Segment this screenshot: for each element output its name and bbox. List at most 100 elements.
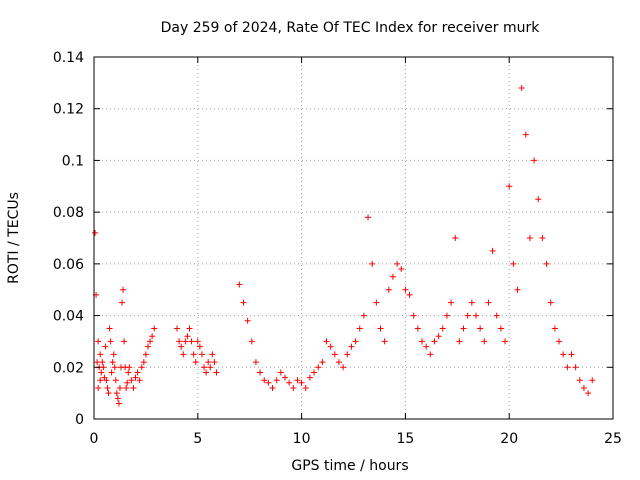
data-point [576, 377, 583, 384]
data-point [514, 286, 521, 293]
data-point [104, 384, 111, 391]
data-point [568, 351, 575, 358]
grid-lines [94, 57, 613, 419]
data-point [128, 377, 135, 384]
data-point [352, 338, 359, 345]
data-point [564, 364, 571, 371]
data-point [182, 338, 189, 345]
data-point [103, 377, 110, 384]
y-tick-labels: 0 0.02 0.04 0.06 0.08 0.1 0.12 0.14 [53, 50, 84, 428]
data-point [269, 384, 276, 391]
data-point [174, 325, 181, 332]
data-point [423, 343, 430, 350]
data-point [281, 374, 288, 381]
data-point [211, 359, 218, 366]
plot-frame [93, 56, 614, 420]
data-point [414, 325, 421, 332]
data-point [142, 351, 149, 358]
data-point [518, 85, 525, 92]
data-point [201, 364, 208, 371]
data-point [489, 247, 496, 254]
data-point [198, 351, 205, 358]
data-point [389, 273, 396, 280]
data-point [112, 377, 119, 384]
data-point [97, 351, 104, 358]
axis-ticks [93, 56, 614, 420]
data-point [369, 260, 376, 267]
data-point [124, 379, 131, 386]
data-point [373, 299, 380, 306]
data-point [248, 338, 255, 345]
data-point [585, 390, 592, 397]
data-point [244, 317, 251, 324]
data-point [406, 291, 413, 298]
data-point [502, 338, 509, 345]
data-point [319, 359, 326, 366]
data-point [176, 338, 183, 345]
data-point [315, 364, 322, 371]
data-point [431, 338, 438, 345]
data-point [190, 351, 197, 358]
data-point [94, 359, 101, 366]
data-point [560, 351, 567, 358]
data-point [194, 338, 201, 345]
data-point [240, 299, 247, 306]
data-point [572, 364, 579, 371]
data-point [144, 343, 151, 350]
data-point [506, 183, 513, 190]
data-point [510, 260, 517, 267]
x-tick-labels: 0 5 10 15 20 25 [90, 431, 622, 447]
data-point [273, 377, 280, 384]
data-point [493, 312, 500, 319]
x-tick-label: 20 [500, 431, 518, 447]
data-point [385, 286, 392, 293]
data-point [115, 400, 122, 407]
data-point [207, 364, 214, 371]
data-point [100, 364, 107, 371]
data-point [120, 286, 127, 293]
data-point [203, 369, 210, 376]
data-point [439, 325, 446, 332]
x-tick-label: 15 [396, 431, 414, 447]
data-point [302, 384, 309, 391]
data-point [485, 299, 492, 306]
data-point [443, 312, 450, 319]
data-point [265, 379, 272, 386]
data-point [547, 299, 554, 306]
data-point [188, 338, 195, 345]
data-point [102, 343, 109, 350]
data-point [365, 214, 372, 221]
data-point [531, 157, 538, 164]
data-point [481, 338, 488, 345]
data-point [298, 379, 305, 386]
data-point [398, 266, 405, 273]
data-point [335, 359, 342, 366]
data-point [522, 131, 529, 138]
data-point [98, 369, 105, 376]
y-tick-label: 0.06 [53, 257, 84, 273]
data-point [92, 229, 99, 236]
x-tick-label: 5 [193, 431, 202, 447]
y-tick-label: 0.02 [53, 360, 84, 376]
data-point [290, 384, 297, 391]
data-point [261, 377, 268, 384]
data-point [180, 351, 187, 358]
data-point [419, 338, 426, 345]
y-tick-label: 0.12 [53, 102, 84, 118]
data-point [356, 325, 363, 332]
data-point [213, 369, 220, 376]
data-point [110, 351, 117, 358]
x-axis-label: GPS time / hours [291, 458, 408, 474]
chart-title: Day 259 of 2024, Rate Of TEC Index for r… [161, 20, 541, 36]
data-point [125, 369, 132, 376]
data-point [543, 260, 550, 267]
data-point [192, 359, 199, 366]
data-point [377, 325, 384, 332]
data-point [186, 325, 193, 332]
data-point [116, 384, 123, 391]
data-point [452, 235, 459, 241]
y-tick-label: 0.08 [53, 205, 84, 221]
data-point [497, 325, 504, 332]
data-point [196, 343, 203, 350]
data-point [257, 369, 264, 376]
